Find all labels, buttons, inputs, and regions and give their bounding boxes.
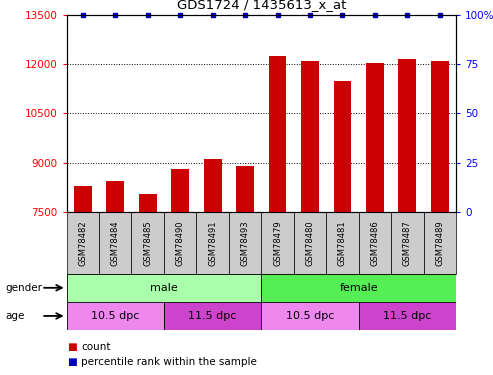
- Text: 11.5 dpc: 11.5 dpc: [188, 311, 237, 321]
- Bar: [391, 212, 423, 274]
- Bar: [67, 274, 261, 302]
- Text: GSM78482: GSM78482: [78, 220, 87, 266]
- Text: GSM78493: GSM78493: [241, 220, 249, 266]
- Bar: [164, 212, 196, 274]
- Bar: [261, 212, 294, 274]
- Text: count: count: [81, 342, 111, 352]
- Text: GSM78485: GSM78485: [143, 220, 152, 266]
- Text: 10.5 dpc: 10.5 dpc: [91, 311, 140, 321]
- Bar: [196, 212, 229, 274]
- Bar: [139, 194, 157, 212]
- Text: 11.5 dpc: 11.5 dpc: [383, 311, 431, 321]
- Text: GSM78484: GSM78484: [111, 220, 120, 266]
- Text: male: male: [150, 283, 178, 293]
- Bar: [294, 212, 326, 274]
- Bar: [261, 274, 456, 302]
- Text: female: female: [339, 283, 378, 293]
- Bar: [431, 61, 449, 212]
- Text: age: age: [5, 311, 24, 321]
- Text: GSM78489: GSM78489: [435, 220, 444, 266]
- Bar: [333, 81, 352, 212]
- Bar: [366, 63, 384, 212]
- Text: ■: ■: [67, 342, 76, 352]
- Bar: [67, 302, 164, 330]
- Text: GSM78486: GSM78486: [370, 220, 380, 266]
- Bar: [358, 212, 391, 274]
- Bar: [229, 212, 261, 274]
- Bar: [99, 212, 132, 274]
- Bar: [106, 181, 124, 212]
- Bar: [326, 212, 358, 274]
- Bar: [269, 56, 286, 212]
- Bar: [132, 212, 164, 274]
- Bar: [301, 61, 319, 212]
- Text: GSM78481: GSM78481: [338, 220, 347, 266]
- Text: 10.5 dpc: 10.5 dpc: [286, 311, 334, 321]
- Text: GSM78487: GSM78487: [403, 220, 412, 266]
- Text: gender: gender: [5, 283, 42, 293]
- Text: GSM78479: GSM78479: [273, 220, 282, 266]
- Bar: [171, 169, 189, 212]
- Bar: [74, 186, 92, 212]
- Bar: [423, 212, 456, 274]
- Bar: [164, 302, 261, 330]
- Bar: [358, 302, 456, 330]
- Text: GSM78491: GSM78491: [208, 220, 217, 266]
- Bar: [204, 159, 221, 212]
- Text: percentile rank within the sample: percentile rank within the sample: [81, 357, 257, 367]
- Bar: [236, 166, 254, 212]
- Text: ■: ■: [67, 357, 76, 367]
- Text: GSM78480: GSM78480: [306, 220, 315, 266]
- Bar: [398, 59, 416, 212]
- Text: GSM78490: GSM78490: [176, 220, 185, 266]
- Bar: [67, 212, 99, 274]
- Bar: [261, 302, 358, 330]
- Title: GDS1724 / 1435613_x_at: GDS1724 / 1435613_x_at: [176, 0, 346, 11]
